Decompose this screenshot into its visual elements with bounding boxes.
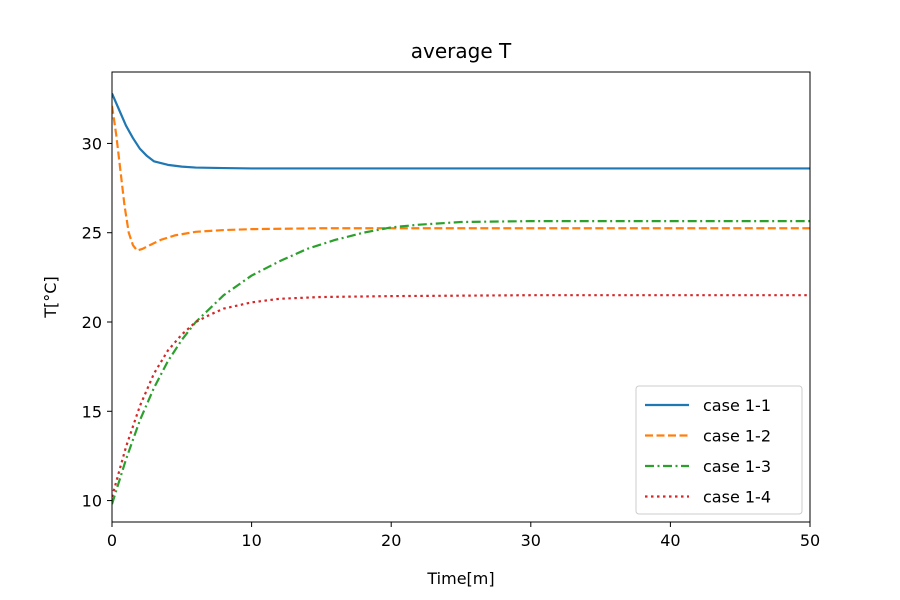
legend-entry-label: case 1-3: [703, 457, 771, 476]
legend-entry-label: case 1-2: [703, 427, 771, 446]
legend-entry-label: case 1-1: [703, 396, 771, 415]
y-tick-label: 20: [82, 313, 102, 332]
legend-entry-label: case 1-4: [703, 488, 771, 507]
plot-frame: [111, 71, 811, 523]
x-tick-label: 40: [660, 531, 680, 550]
y-tick-label: 25: [82, 224, 102, 243]
x-tick-label: 30: [521, 531, 541, 550]
x-tick-label: 0: [107, 531, 117, 550]
x-axis-label: Time[m]: [426, 569, 494, 588]
legend: case 1-1 case 1-2 case 1-3 case 1-4: [635, 385, 803, 515]
series-line-1: [112, 92, 810, 170]
y-tick-label: 15: [82, 402, 102, 421]
series-line-3: [112, 220, 810, 505]
x-tick-label: 20: [381, 531, 401, 550]
y-axis-label: T[°C]: [41, 276, 60, 318]
series-line-2: [112, 105, 810, 252]
x-axis: 0 10 20 30 40 50: [107, 522, 820, 550]
y-tick-label: 30: [82, 134, 102, 153]
y-tick-label: 10: [82, 492, 102, 511]
x-tick-label: 10: [241, 531, 261, 550]
chart-title: average T: [411, 39, 512, 63]
y-axis: 10 15 20 25 30: [82, 134, 112, 511]
legend-box: [635, 385, 803, 515]
x-tick-label: 50: [800, 531, 820, 550]
